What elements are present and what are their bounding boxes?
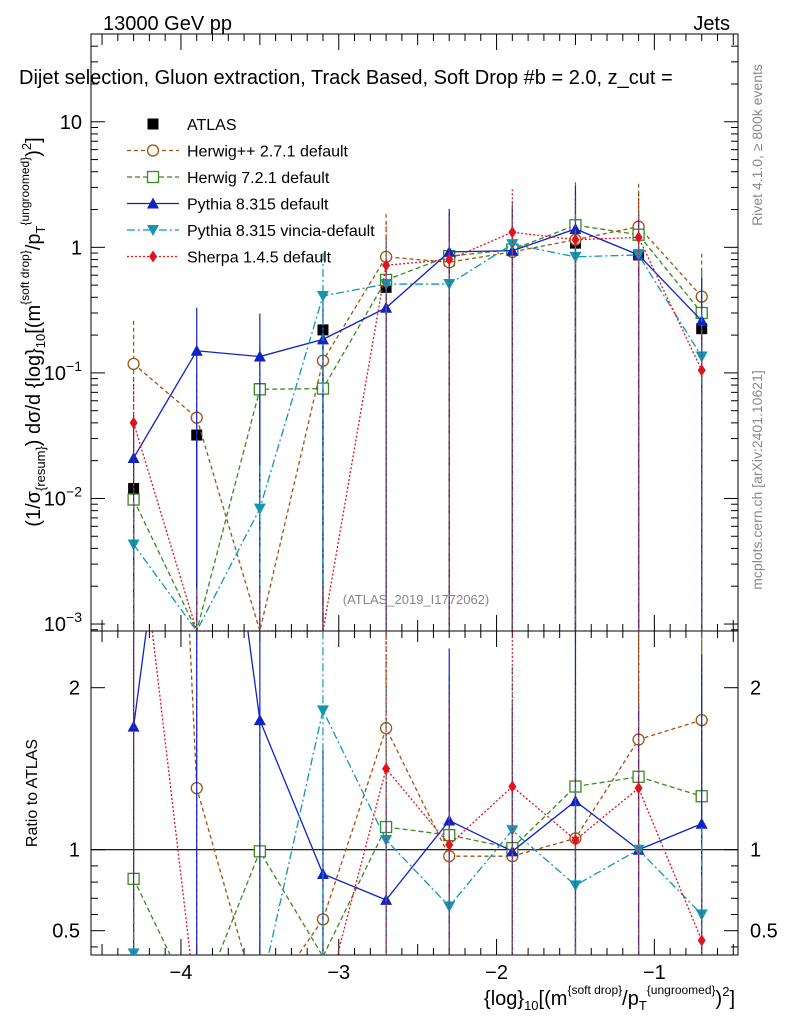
legend: ATLAS Herwig++ 2.7.1 default Herwig 7.2.1 … (127, 117, 375, 267)
mcplots-label: mcplots.cern.ch [arXiv:2401.10621] (749, 370, 765, 589)
legend-marker-atlas (147, 118, 159, 130)
legend-label-vincia: Pythia 8.315 vincia-default (187, 223, 375, 240)
ratio-series (127, 631, 708, 955)
main-axis: 10−3 10−2 10−1 1 10 (44, 33, 738, 636)
ratio-line-sherpa (151, 631, 703, 955)
point-pythia (253, 350, 266, 362)
ratio-point-vincia (632, 844, 645, 856)
plot-title: Dijet selection, Gluon extraction, Track… (19, 67, 673, 89)
point-sherpa (634, 231, 643, 244)
point-pythia (569, 222, 582, 234)
ratio-frame (90, 630, 739, 956)
legend-entry-vincia: Pythia 8.315 vincia-default (127, 223, 375, 240)
main-y-tick-label: 1 (71, 237, 82, 259)
ratio-line-vincia (133, 708, 703, 955)
main-series (127, 182, 708, 634)
x-tick-label: −1 (643, 962, 666, 984)
point-vincia (380, 279, 393, 291)
legend-marker-pythia (147, 197, 159, 209)
ratio-y-tick-label: 0.5 (52, 921, 80, 943)
x-axis-label: {log}10[(m{soft drop}/pT{ungroomed})2] (484, 983, 735, 1013)
x-tick-label: −4 (170, 962, 193, 984)
line-herwig7 (133, 224, 703, 633)
ratio-point-sherpa (697, 934, 706, 947)
ratio-point-vincia (506, 825, 519, 837)
ratio-point-sherpa (508, 780, 517, 793)
legend-marker-sherpa (149, 250, 157, 263)
ratio-y-tick-label: 2 (69, 678, 80, 700)
main-y-axis-label: (1/σ{resum}) dσ/d {log}10[(m{soft drop}/… (18, 137, 48, 526)
legend-entry-atlas: ATLAS (147, 117, 237, 134)
point-sherpa (445, 253, 454, 266)
ratio-point-sherpa (634, 782, 643, 795)
legend-label-atlas: ATLAS (187, 117, 237, 134)
ratio-point-vincia (695, 909, 708, 921)
ratio-line-pythia (132, 631, 702, 901)
point-sherpa (697, 364, 706, 377)
line-vincia (133, 243, 703, 633)
ratio-y-tick-label: 1 (69, 840, 80, 862)
line-sherpa (132, 231, 703, 632)
point-sherpa (382, 259, 391, 272)
main-y-tick-label: 10−3 (44, 609, 82, 636)
ratio-point-sherpa (382, 762, 391, 775)
ratio-y-axis-label: Ratio to ATLAS (24, 739, 41, 847)
legend-marker-vincia (147, 225, 159, 236)
ratio-point-pythia (695, 817, 708, 829)
ratio-y-tick-label-right: 1 (750, 840, 761, 862)
legend-entry-pythia: Pythia 8.315 default (127, 197, 329, 214)
ratio-clip-group (127, 631, 708, 955)
ratio-y-tick-label-right: 0.5 (750, 921, 778, 943)
ratio-y-tick-label-right: 2 (750, 678, 761, 700)
x-tick-label: −3 (327, 962, 350, 984)
point-sherpa (129, 416, 138, 429)
main-y-tick-label: 10−2 (44, 483, 82, 510)
legend-label-herwigpp: Herwig++ 2.7.1 default (187, 144, 349, 161)
point-sherpa (571, 233, 580, 246)
reference-label: (ATLAS_2019_I1772062) (343, 592, 489, 607)
legend-label-sherpa: Sherpa 1.4.5 default (187, 250, 332, 267)
line-herwigpp (133, 225, 703, 634)
point-pythia (190, 344, 203, 356)
line-pythia (133, 228, 703, 459)
legend-entry-herwigpp: Herwig++ 2.7.1 default (127, 144, 349, 161)
ratio-point-sherpa (571, 833, 580, 846)
legend-entry-herwig7: Herwig 7.2.1 default (127, 170, 330, 187)
ratio-point-pythia (127, 720, 140, 732)
point-vincia (506, 239, 519, 251)
process-label: Jets (693, 13, 730, 35)
main-y-tick-label: 10−1 (44, 358, 82, 385)
point-pythia (443, 245, 456, 257)
ratio-line-herwigpp (188, 631, 702, 955)
point-sherpa (508, 226, 517, 239)
point-herwigpp (127, 357, 140, 371)
main-ylabel-text: (1/σ{resum}) dσ/d {log}10[(m{soft drop}/… (18, 137, 48, 526)
ratio-point-vincia (127, 948, 140, 955)
rivet-version-label: Rivet 4.1.0, ≥ 800k events (749, 64, 765, 226)
point-vincia (253, 503, 266, 515)
point-vincia (316, 290, 329, 302)
main-y-tick-label: 10 (60, 112, 82, 134)
ratio-point-vincia (316, 705, 329, 717)
ratio-panel: 0.5 0.5 1 1 2 2 −4 −3 −2 −1 (52, 630, 778, 984)
ratio-point-vincia (380, 834, 393, 846)
ratio-line-herwig7 (133, 776, 702, 955)
energy-label: 13000 GeV pp (103, 13, 232, 35)
ratio-point-sherpa (445, 838, 454, 851)
series-atlas (128, 237, 708, 631)
legend-label-pythia: Pythia 8.315 default (187, 197, 329, 214)
ratio-series-vincia (127, 631, 708, 955)
legend-label-herwig7: Herwig 7.2.1 default (187, 170, 330, 187)
legend-marker-herwigpp (146, 144, 160, 157)
ratio-series-sherpa (133, 631, 706, 955)
x-tick-label: −2 (485, 962, 508, 984)
legend-entry-sherpa: Sherpa 1.4.5 default (127, 250, 332, 267)
ratio-point-pythia (253, 714, 266, 726)
ratio-axis: 0.5 0.5 1 1 2 2 −4 −3 −2 −1 (52, 631, 778, 984)
legend-marker-herwig7 (146, 170, 160, 184)
main-panel: 10−3 10−2 10−1 1 10 (ATLAS_2019_I1772062) (44, 33, 739, 636)
